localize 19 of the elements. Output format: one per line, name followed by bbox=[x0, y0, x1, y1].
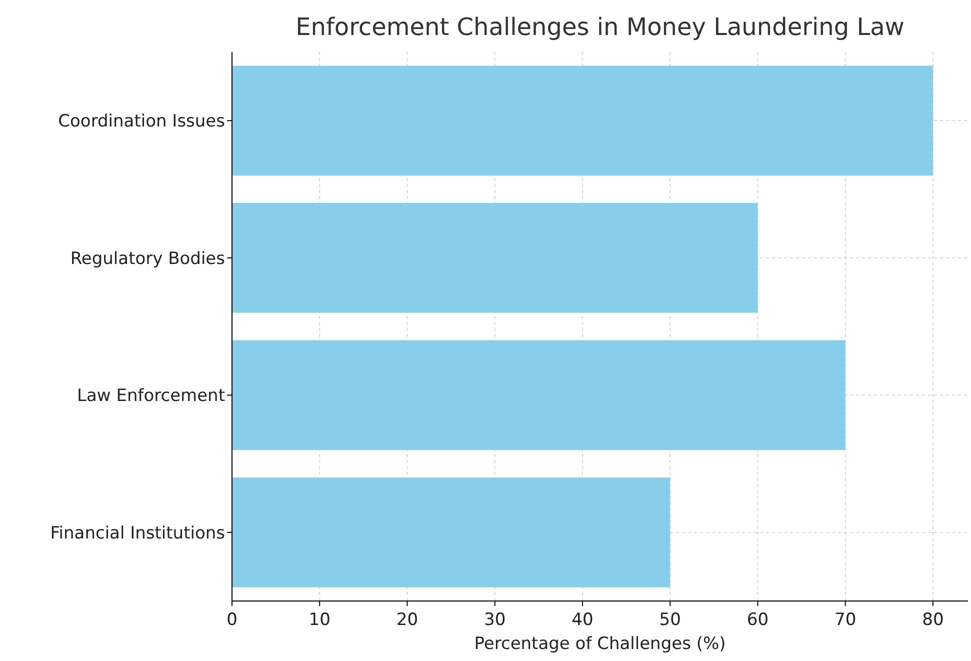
x-axis-title: Percentage of Challenges (%) bbox=[474, 634, 726, 654]
y-tick-label: Law Enforcement bbox=[77, 386, 226, 406]
x-tick-label: 40 bbox=[572, 610, 594, 630]
bar bbox=[232, 340, 846, 450]
bar bbox=[232, 66, 933, 176]
x-tick-label: 70 bbox=[834, 610, 856, 630]
x-tick-label: 20 bbox=[396, 610, 418, 630]
x-tick-label: 80 bbox=[922, 610, 944, 630]
bar bbox=[232, 477, 670, 588]
y-tick-label: Financial Institutions bbox=[50, 523, 226, 544]
chart-title: Enforcement Challenges in Money Laundering Law bbox=[296, 13, 904, 41]
x-tick-label: 10 bbox=[308, 610, 330, 630]
y-tick-label: Regulatory Bodies bbox=[70, 248, 226, 269]
y-tick-label: Coordination Issues bbox=[58, 112, 226, 132]
x-tick-label: 60 bbox=[746, 610, 769, 630]
x-tick-label: 50 bbox=[659, 610, 681, 630]
x-tick-label: 30 bbox=[484, 610, 506, 630]
x-tick-label: 0 bbox=[226, 610, 238, 630]
bar bbox=[232, 202, 758, 313]
